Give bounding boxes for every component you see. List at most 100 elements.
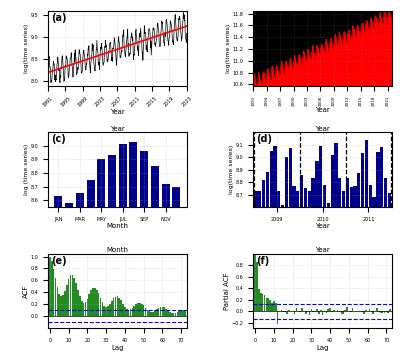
Bar xyxy=(162,184,170,207)
Bar xyxy=(148,311,150,316)
Bar xyxy=(70,275,71,316)
Bar xyxy=(326,311,327,313)
Bar xyxy=(292,186,296,207)
Bar xyxy=(184,310,186,316)
Bar xyxy=(281,205,284,207)
Bar xyxy=(116,296,118,316)
Text: (d): (d) xyxy=(256,134,272,144)
Bar xyxy=(273,146,277,207)
Bar xyxy=(380,147,383,207)
Bar xyxy=(164,307,165,316)
Bar xyxy=(346,307,348,311)
Bar xyxy=(66,285,68,316)
Bar xyxy=(109,304,111,316)
Bar xyxy=(83,303,84,316)
Text: (b): (b) xyxy=(256,13,272,23)
Bar xyxy=(350,187,353,207)
Bar xyxy=(380,311,382,313)
Bar xyxy=(330,155,334,207)
Bar xyxy=(315,161,318,207)
Bar xyxy=(378,311,380,312)
Bar xyxy=(327,203,330,207)
Bar xyxy=(65,203,73,207)
Bar xyxy=(122,304,124,316)
Bar xyxy=(76,193,84,207)
Bar xyxy=(254,253,256,311)
Text: (e): (e) xyxy=(51,256,66,266)
Title: Year: Year xyxy=(315,126,330,132)
Bar xyxy=(62,295,64,316)
Bar xyxy=(258,191,261,207)
Bar xyxy=(100,298,101,316)
Bar xyxy=(318,311,320,314)
Bar xyxy=(388,193,391,207)
Bar xyxy=(74,278,75,316)
Bar xyxy=(108,155,116,207)
Bar xyxy=(64,291,66,316)
Bar xyxy=(357,173,360,207)
Bar xyxy=(382,311,384,313)
Bar xyxy=(273,301,275,311)
Bar xyxy=(323,185,326,207)
Bar xyxy=(338,178,342,207)
Bar xyxy=(124,307,126,316)
Bar xyxy=(372,197,376,207)
X-axis label: Lag: Lag xyxy=(111,345,124,351)
Bar xyxy=(176,312,178,316)
Bar xyxy=(307,311,308,312)
Bar xyxy=(324,311,325,312)
Bar xyxy=(271,303,273,311)
Bar xyxy=(53,268,54,316)
Bar xyxy=(312,311,314,312)
Bar xyxy=(328,308,329,311)
Bar xyxy=(120,301,122,316)
Bar xyxy=(96,290,98,316)
Text: (a): (a) xyxy=(51,13,66,23)
Bar xyxy=(337,310,338,311)
Bar xyxy=(270,151,273,207)
Bar xyxy=(365,310,366,311)
Bar xyxy=(363,311,365,314)
Bar xyxy=(118,298,120,316)
Bar xyxy=(111,301,112,316)
Bar xyxy=(145,308,146,316)
Bar xyxy=(376,152,380,207)
Bar xyxy=(60,296,62,316)
Bar xyxy=(72,275,73,316)
Bar xyxy=(342,191,345,207)
Bar xyxy=(299,311,301,312)
Title: Year: Year xyxy=(110,126,125,132)
Y-axis label: Partial ACF: Partial ACF xyxy=(224,272,230,310)
Bar xyxy=(264,295,265,311)
Bar xyxy=(258,289,260,311)
Bar xyxy=(308,191,311,207)
Bar xyxy=(79,296,81,316)
Bar xyxy=(384,178,387,207)
Bar xyxy=(58,294,60,316)
Bar xyxy=(56,287,58,316)
Bar xyxy=(372,311,374,315)
Text: (f): (f) xyxy=(256,256,269,266)
Bar xyxy=(266,298,267,311)
Bar xyxy=(269,300,271,311)
Bar xyxy=(309,311,310,315)
Bar xyxy=(340,311,342,314)
Bar xyxy=(346,178,349,207)
Bar xyxy=(92,288,94,316)
Bar xyxy=(182,310,184,316)
Bar xyxy=(160,307,161,316)
Bar xyxy=(97,159,105,207)
Bar xyxy=(320,310,322,311)
Bar xyxy=(285,157,288,207)
Bar xyxy=(132,308,133,316)
Bar xyxy=(296,191,300,207)
Bar xyxy=(301,308,303,311)
Bar xyxy=(115,297,116,316)
Bar xyxy=(169,312,171,316)
Bar xyxy=(173,313,174,316)
Bar xyxy=(354,186,357,207)
Bar xyxy=(260,293,262,311)
Bar xyxy=(384,311,385,313)
Bar xyxy=(175,313,176,316)
Bar xyxy=(361,154,364,207)
